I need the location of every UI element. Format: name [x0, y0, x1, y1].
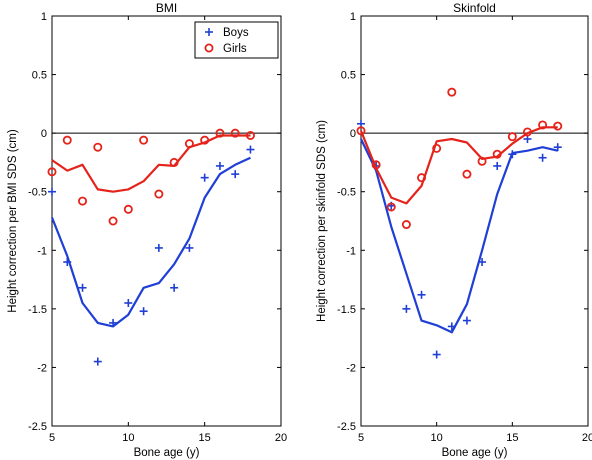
- series-line-boys: [360, 138, 558, 334]
- data-point-girls: [417, 173, 427, 183]
- data-point-boys: [432, 350, 441, 359]
- data-point-boys: [139, 307, 148, 316]
- data-point-girls: [184, 139, 194, 149]
- series-line-boys: [50, 156, 251, 328]
- x-tick-label: 5: [49, 432, 55, 444]
- data-point-boys: [553, 143, 562, 152]
- y-tick-label: 1: [350, 11, 356, 23]
- data-point-girls: [62, 135, 72, 145]
- y-tick-label: -1.5: [28, 304, 47, 316]
- data-point-boys: [93, 357, 102, 366]
- x-axis-label: Bone age (y): [134, 447, 200, 459]
- data-point-boys: [417, 290, 426, 299]
- y-tick-label: -0.5: [337, 187, 356, 199]
- data-point-girls: [123, 204, 133, 214]
- panel-skinfold: 1 0.5 0 -0.5 -1 -1.5 -2 -2.55 10 15 20 Skinfold Bone…: [316, 1, 592, 459]
- chart-title: Skinfold: [453, 1, 496, 15]
- data-point-boys: [154, 243, 163, 252]
- data-point-boys: [78, 283, 87, 292]
- data-point-girls: [401, 220, 411, 230]
- data-point-boys: [246, 145, 255, 154]
- data-point-boys: [48, 187, 56, 196]
- y-tick-label: 0.5: [341, 70, 356, 82]
- y-tick-label: -2: [37, 362, 47, 374]
- data-point-boys: [478, 258, 487, 266]
- data-point-girls: [245, 130, 255, 140]
- data-point-girls: [108, 216, 118, 226]
- legend-label-girls: Girls: [223, 43, 247, 55]
- data-point-girls: [507, 132, 517, 142]
- plot-area: [51, 15, 282, 427]
- x-tick-label: 20: [582, 432, 592, 444]
- x-tick-label: 5: [358, 432, 364, 444]
- data-point-girls: [538, 120, 548, 130]
- data-point-girls: [139, 135, 149, 145]
- data-point-girls: [93, 142, 103, 152]
- data-point-boys: [231, 170, 240, 179]
- x-axis-label: Bone age (y): [442, 447, 508, 459]
- data-point-girls: [447, 87, 457, 97]
- data-point-boys: [402, 304, 411, 313]
- data-point-girls: [356, 126, 366, 136]
- x-tick-label: 10: [431, 432, 443, 444]
- data-point-girls: [154, 189, 164, 199]
- x-tick-label: 15: [199, 432, 211, 444]
- data-point-boys: [63, 258, 72, 266]
- data-point-boys: [200, 173, 209, 182]
- data-point-girls: [215, 128, 225, 138]
- data-point-boys: [215, 161, 224, 170]
- data-point-boys: [109, 318, 118, 327]
- data-point-girls: [386, 202, 396, 212]
- y-tick-label: -1: [346, 245, 356, 257]
- data-point-boys: [170, 283, 179, 292]
- data-point-girls: [477, 156, 487, 166]
- data-point-girls: [522, 127, 532, 137]
- data-point-girls: [492, 149, 502, 159]
- data-point-girls: [553, 121, 563, 131]
- data-point-boys: [124, 299, 133, 307]
- y-tick-label: 0.5: [32, 70, 47, 82]
- y-tick-label: -2.5: [337, 421, 356, 433]
- y-axis-label: Height correction per skinfold SDS (cm): [316, 120, 328, 322]
- data-point-girls: [432, 143, 442, 153]
- data-point-girls: [230, 128, 240, 138]
- legend-marker-girls: [204, 43, 214, 53]
- y-axis-label: Height correction per BMI SDS (cm): [7, 129, 19, 313]
- chart-title: BMI: [156, 1, 177, 15]
- data-point-girls: [169, 157, 179, 167]
- y-tick-label: -1.5: [337, 304, 356, 316]
- legend-label-boys: Boys: [223, 27, 249, 39]
- data-point-girls: [78, 196, 88, 206]
- y-tick-label: 1: [41, 11, 47, 23]
- y-tick-label: 0: [350, 128, 356, 140]
- data-point-girls: [462, 169, 472, 179]
- data-point-girls: [47, 167, 57, 177]
- data-point-boys: [447, 322, 456, 331]
- data-point-boys: [508, 150, 517, 159]
- y-tick-label: -0.5: [28, 187, 47, 199]
- data-point-girls: [371, 160, 381, 170]
- x-tick-label: 15: [506, 432, 518, 444]
- data-point-boys: [185, 243, 194, 252]
- y-tick-label: -1: [37, 245, 47, 257]
- data-point-girls: [200, 135, 210, 145]
- y-tick-label: 0: [41, 128, 47, 140]
- data-point-boys: [538, 153, 547, 162]
- x-tick-label: 10: [122, 432, 134, 444]
- y-tick-label: -2.5: [28, 421, 47, 433]
- panel-bmi: 1 0.5 0 -0.5 -1 -1.5 -2 -2.55 10 15 20 BMI Bone age …: [7, 1, 287, 459]
- y-tick-label: -2: [346, 362, 356, 374]
- plot-area: [360, 15, 589, 427]
- legend: Boys Girls: [194, 21, 279, 59]
- data-point-boys: [493, 161, 502, 170]
- x-tick-label: 20: [275, 432, 287, 444]
- data-point-boys: [462, 316, 471, 325]
